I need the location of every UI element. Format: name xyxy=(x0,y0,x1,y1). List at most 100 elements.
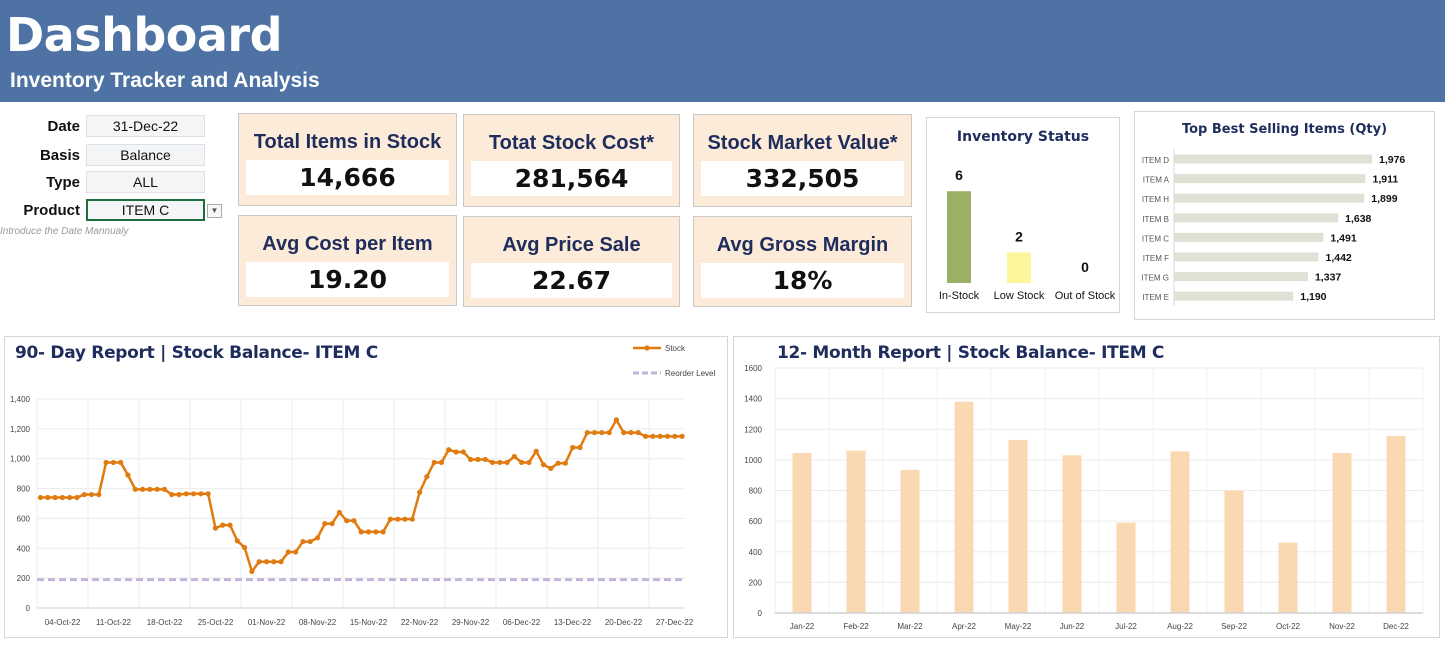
bar-value-label: 0 xyxy=(1081,259,1089,275)
basis-field[interactable]: Balance xyxy=(86,144,205,166)
x-tick-label: 27-Dec-22 xyxy=(656,618,694,627)
x-tick-label: 13-Dec-22 xyxy=(554,618,592,627)
y-tick-label: 1400 xyxy=(744,395,762,404)
category-label: ITEM A xyxy=(1143,176,1170,185)
top-selling-chart: ITEM D 1,976 ITEM A 1,911 ITEM H 1,899 ITEM B 1… xyxy=(1141,149,1405,306)
x-tick-label: 04-Oct-22 xyxy=(45,618,81,627)
kpi-title: Avg Gross Margin xyxy=(716,234,889,256)
kpi-title: Stock Market Value* xyxy=(707,132,898,154)
kpi-stock-cost: Totat Stock Cost* 281,564 xyxy=(463,114,680,207)
stock-point xyxy=(293,549,299,555)
category-label: ITEM C xyxy=(1142,234,1169,243)
kpi-value: 332,505 xyxy=(701,161,904,196)
product-select[interactable]: ITEM C xyxy=(86,199,205,221)
stock-point xyxy=(307,538,313,545)
stock-point xyxy=(621,429,627,436)
stock-point xyxy=(285,549,291,555)
y-tick-label: 400 xyxy=(749,548,763,557)
chart-title: Top Best Selling Items (Qty) xyxy=(1181,122,1388,137)
month-bar xyxy=(954,401,974,613)
stock-point xyxy=(657,433,663,439)
month-bar xyxy=(1008,439,1028,613)
category-label: ITEM H xyxy=(1142,195,1169,204)
category-label: ITEM G xyxy=(1141,274,1169,283)
y-tick-label: 1600 xyxy=(744,364,762,373)
stock-point xyxy=(540,462,547,468)
y-tick-label: 800 xyxy=(749,487,763,496)
stock-point xyxy=(242,544,248,551)
selling-bar xyxy=(1174,291,1294,301)
category-label: ITEM D xyxy=(1142,156,1169,165)
kpi-avg-cost: Avg Cost per Item 19.20 xyxy=(238,215,457,306)
x-tick-label: 22-Nov-22 xyxy=(401,618,439,627)
kpi-value: 22.67 xyxy=(471,263,672,298)
selling-bar xyxy=(1174,272,1308,282)
bar-value-label: 1,976 xyxy=(1379,154,1405,166)
stock-point xyxy=(59,494,65,501)
x-tick-label: 18-Oct-22 xyxy=(147,618,183,627)
stock-point xyxy=(322,521,328,527)
x-tick-label: May-22 xyxy=(1005,622,1032,631)
category-label: ITEM E xyxy=(1142,293,1169,302)
stock-point xyxy=(679,433,685,439)
stock-point xyxy=(88,491,95,498)
stock-point xyxy=(183,491,189,497)
stock-point xyxy=(45,494,51,501)
stock-point xyxy=(300,538,306,545)
y-tick-label: 1200 xyxy=(744,425,762,434)
x-tick-label: Jul-22 xyxy=(1115,622,1137,631)
stock-point xyxy=(220,522,226,528)
inventory-status-panel: Inventory Status 6 In-Stock 2 Low Stock 0 Out… xyxy=(926,117,1120,313)
stock-point xyxy=(642,433,649,439)
x-tick-label: 20-Dec-22 xyxy=(605,618,643,627)
bar-value-label: 1,190 xyxy=(1300,291,1326,303)
dropdown-arrow-icon[interactable]: ▼ xyxy=(207,204,222,218)
stock-point xyxy=(190,491,197,497)
y-tick-label: 800 xyxy=(17,485,31,494)
selling-bar xyxy=(1174,154,1372,164)
x-tick-label: 29-Nov-22 xyxy=(452,618,490,627)
date-field[interactable]: 31-Dec-22 xyxy=(86,115,205,137)
stock-point xyxy=(103,459,109,466)
legend-stock-marker xyxy=(644,345,650,351)
page-title: Dashboard xyxy=(6,8,283,62)
stock-point xyxy=(271,559,277,565)
bar-value-label: 1,337 xyxy=(1315,272,1341,284)
stock-point xyxy=(424,474,430,480)
stock-point xyxy=(380,529,386,535)
stock-point xyxy=(351,518,357,524)
stock-point xyxy=(176,491,182,498)
category-label: In-Stock xyxy=(939,290,980,302)
stock-point xyxy=(373,529,379,535)
stock-point xyxy=(314,535,321,541)
legend-reorder-label: Reorder Level xyxy=(665,369,715,378)
x-tick-label: Dec-22 xyxy=(1383,622,1409,631)
stock-point xyxy=(416,489,423,495)
stock-point xyxy=(110,459,116,466)
x-tick-label: Mar-22 xyxy=(897,622,923,631)
x-tick-label: 01-Nov-22 xyxy=(248,618,286,627)
stock-point xyxy=(664,433,671,439)
type-field[interactable]: ALL xyxy=(86,171,205,193)
stock-point xyxy=(460,449,466,455)
category-label: Out of Stock xyxy=(1055,290,1116,302)
stock-point xyxy=(139,486,146,492)
kpi-title: Total Items in Stock xyxy=(253,131,442,153)
bar-value-label: 1,491 xyxy=(1330,232,1356,244)
bar-value-label: 1,442 xyxy=(1325,252,1351,264)
stock-point xyxy=(628,429,634,436)
stock-point xyxy=(67,494,73,501)
x-tick-label: Oct-22 xyxy=(1276,622,1301,631)
month-bar xyxy=(846,450,866,613)
x-tick-label: Jan-22 xyxy=(790,622,815,631)
stock-point xyxy=(212,525,219,531)
stock-point xyxy=(118,459,124,466)
stock-point xyxy=(402,516,408,522)
stock-point xyxy=(125,472,131,478)
kpi-market-value: Stock Market Value* 332,505 xyxy=(693,114,912,207)
x-tick-label: 06-Dec-22 xyxy=(503,618,541,627)
selling-bar xyxy=(1174,174,1366,184)
y-tick-label: 0 xyxy=(758,609,763,618)
date-label: Date xyxy=(47,118,80,135)
bar-value-label: 2 xyxy=(1015,228,1023,244)
